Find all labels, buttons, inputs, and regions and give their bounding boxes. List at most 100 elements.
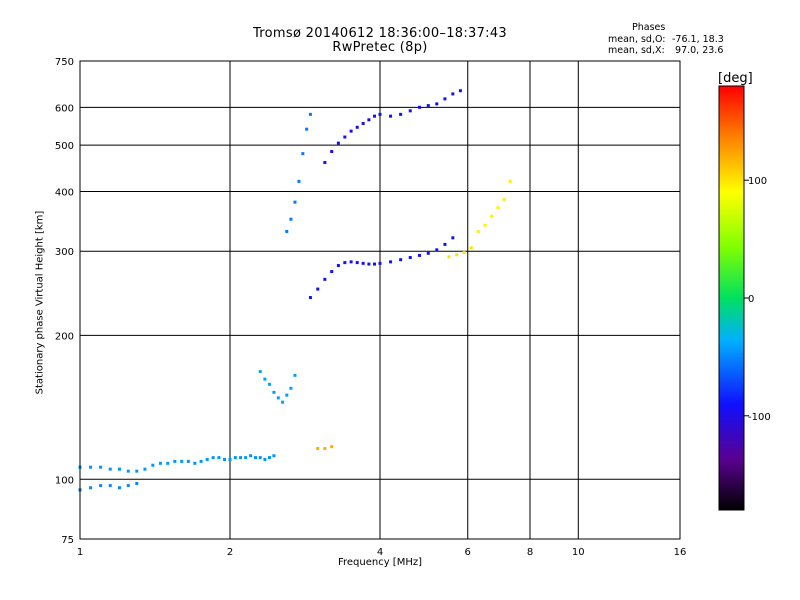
data-point (217, 456, 221, 460)
data-point (443, 97, 447, 101)
data-point (378, 261, 382, 265)
data-point (373, 114, 377, 118)
data-point (455, 253, 459, 257)
data-point (308, 112, 312, 116)
stats-x-label: mean, sd,X: (608, 45, 665, 56)
data-point (367, 118, 371, 122)
data-point (355, 261, 359, 265)
data-points-layer (78, 89, 512, 492)
data-point (451, 236, 455, 240)
data-point (117, 467, 121, 471)
y-tick-label: 750 (55, 57, 74, 68)
x-tick-label: 8 (527, 547, 533, 558)
y-tick-label: 500 (55, 141, 74, 152)
data-point (330, 445, 334, 449)
data-point (135, 481, 139, 485)
colorbar-label: [deg] (718, 71, 753, 86)
x-tick-label: 4 (377, 547, 383, 558)
data-point (272, 454, 276, 458)
x-tick-label: 6 (465, 547, 471, 558)
data-point (330, 149, 334, 153)
data-point (293, 200, 297, 204)
data-point (272, 390, 276, 394)
data-point (151, 463, 155, 467)
data-point (258, 370, 262, 374)
data-point (426, 251, 430, 255)
data-point (276, 396, 280, 400)
data-point (199, 459, 203, 463)
data-point (490, 214, 494, 218)
data-point (483, 223, 487, 227)
data-point (336, 264, 340, 268)
colorbar-ticks: 100 0 -100 (744, 176, 771, 423)
data-point (258, 456, 262, 460)
data-point (443, 242, 447, 246)
data-point (89, 486, 93, 490)
data-point (89, 465, 93, 469)
data-point (193, 461, 197, 465)
y-tick-label: 600 (55, 103, 74, 114)
data-point (186, 459, 190, 463)
data-point (117, 486, 121, 490)
x-tick-label: 2 (227, 547, 233, 558)
stats-o-label: mean, sd,O: (608, 34, 666, 45)
data-point (126, 484, 130, 488)
stats-title: Phases (632, 22, 666, 33)
data-point (361, 122, 365, 126)
data-point (297, 179, 301, 183)
data-point (108, 467, 112, 471)
data-point (399, 112, 403, 116)
data-point (289, 217, 293, 221)
data-point (355, 125, 359, 129)
data-point (244, 456, 248, 460)
y-tick-label: 200 (55, 331, 74, 342)
data-point (502, 197, 506, 201)
x-tick-label: 10 (572, 547, 585, 558)
colorbar-tick-label: -100 (748, 412, 771, 423)
data-point (305, 127, 309, 131)
data-point (323, 277, 327, 281)
data-point (249, 454, 253, 458)
data-point (399, 258, 403, 262)
data-point (233, 456, 237, 460)
data-point (99, 465, 103, 469)
colorbar-gradient (718, 85, 745, 511)
plot-frame (79, 60, 681, 540)
data-point (367, 262, 371, 266)
data-point (316, 446, 320, 450)
data-point (316, 287, 320, 291)
data-point (496, 206, 500, 210)
data-point (389, 260, 393, 264)
data-point (435, 248, 439, 252)
colorbar-tick-label: 100 (748, 176, 767, 187)
data-point (166, 461, 170, 465)
data-point (173, 459, 177, 463)
data-point (462, 251, 466, 255)
data-point (426, 104, 430, 108)
x-tick-label: 16 (674, 547, 687, 558)
data-point (336, 141, 340, 145)
data-point (223, 457, 227, 461)
data-point (323, 160, 327, 164)
data-point (389, 114, 393, 118)
data-point (417, 253, 421, 257)
data-point (435, 102, 439, 106)
data-point (349, 260, 353, 264)
data-point (343, 261, 347, 265)
data-point (267, 456, 271, 460)
axes-layer: 1 2 4 6 8 10 16 75 100 200 300 400 500 600 750 (55, 57, 686, 558)
colorbar-tick-label: 0 (748, 294, 754, 305)
data-point (108, 484, 112, 488)
data-point (289, 386, 293, 390)
y-tick-label: 100 (55, 475, 74, 486)
data-point (408, 256, 412, 260)
data-point (469, 246, 473, 250)
data-point (330, 270, 334, 274)
chart-title: Tromsø 20140612 18:36:00–18:37:43 (252, 26, 508, 41)
data-point (263, 457, 267, 461)
data-point (239, 456, 243, 460)
data-point (476, 229, 480, 233)
data-point (135, 469, 139, 473)
y-tick-label: 300 (55, 247, 74, 258)
